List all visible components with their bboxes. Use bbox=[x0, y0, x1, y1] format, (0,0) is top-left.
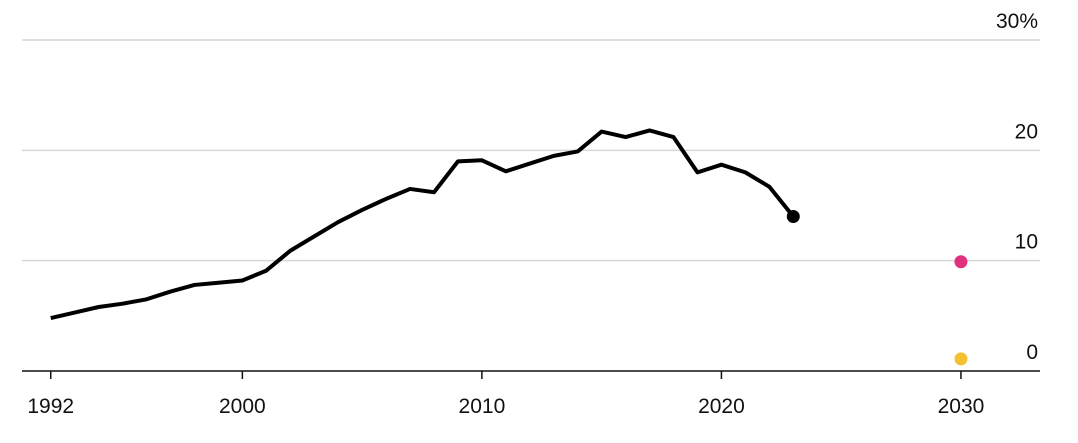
x-tick-label: 2010 bbox=[459, 395, 506, 418]
point bbox=[954, 352, 968, 366]
y-tick-label: 30% bbox=[996, 10, 1038, 33]
end-marker bbox=[786, 210, 800, 224]
y-tick-label: 10 bbox=[1015, 231, 1038, 254]
point bbox=[954, 255, 968, 269]
y-tick-label: 0 bbox=[1026, 341, 1038, 364]
x-tick-label: 1992 bbox=[27, 395, 74, 418]
x-tick-label: 2030 bbox=[938, 395, 985, 418]
x-tick-label: 2020 bbox=[698, 395, 745, 418]
line bbox=[50, 128, 795, 320]
x-tick-label: 2000 bbox=[219, 395, 266, 418]
y-tick-label: 20 bbox=[1015, 120, 1038, 143]
